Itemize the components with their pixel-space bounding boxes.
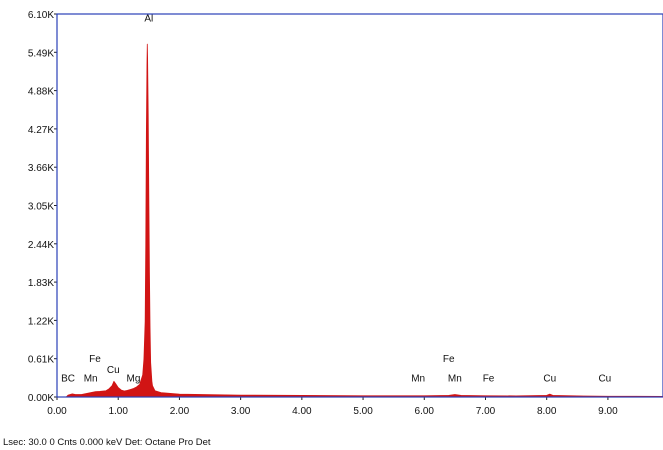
- peak-label: Cu: [598, 374, 611, 385]
- x-tick-label: 1.00: [108, 406, 128, 417]
- x-tick-label: 6.00: [415, 406, 435, 417]
- peak-label: Fe: [483, 374, 495, 385]
- peak-label: Al: [144, 14, 153, 25]
- y-tick-label: 5.49K: [28, 48, 54, 59]
- peak-label: Cu: [543, 374, 556, 385]
- spectrum-area: [56, 43, 663, 398]
- y-tick-label: 0.61K: [28, 355, 54, 366]
- y-tick-label: 4.88K: [28, 87, 54, 98]
- x-tick-label: 9.00: [598, 406, 618, 417]
- y-tick-label: 1.22K: [28, 316, 54, 327]
- peak-label: Mn: [448, 374, 462, 385]
- x-tick-label: 7.00: [476, 406, 496, 417]
- peak-labels: Al BC Mn Fe Cu Mg Mn Mn Fe Fe Cu Cu: [61, 14, 611, 385]
- x-axis: 0.00 1.00 2.00 3.00 4.00 5.00 6.00 7.00 8.00 9.00: [47, 397, 618, 417]
- x-tick-label: 5.00: [353, 406, 373, 417]
- x-tick-label: 3.00: [231, 406, 251, 417]
- peak-label: BC: [61, 374, 75, 385]
- y-tick-label: 6.10K: [28, 10, 54, 21]
- spectrum-series: [56, 43, 663, 398]
- plot-frame: [56, 13, 663, 398]
- y-tick-label: 4.27K: [28, 125, 54, 136]
- y-axis: 0.00K 0.61K 1.22K 1.83K 2.44K 3.05K 3.66K 4.27K…: [28, 10, 57, 404]
- x-tick-label: 4.00: [292, 406, 312, 417]
- peak-label: Fe: [89, 354, 101, 365]
- status-footer: Lsec: 30.0 0 Cnts 0.000 keV Det: Octane …: [3, 437, 211, 448]
- peak-label: Fe: [443, 354, 455, 365]
- y-tick-label: 3.05K: [28, 202, 54, 213]
- peak-label: Mn: [411, 374, 425, 385]
- y-tick-label: 1.83K: [28, 278, 54, 289]
- x-tick-label: 8.00: [537, 406, 557, 417]
- peak-label: Cu: [107, 365, 120, 376]
- y-tick-label: 0.00K: [28, 393, 54, 404]
- x-tick-label: 0.00: [47, 406, 67, 417]
- y-tick-label: 3.66K: [28, 163, 54, 174]
- y-tick-label: 2.44K: [28, 240, 54, 251]
- x-tick-label: 2.00: [170, 406, 190, 417]
- peak-label: Mn: [84, 374, 98, 385]
- peak-label: Mg: [127, 374, 141, 385]
